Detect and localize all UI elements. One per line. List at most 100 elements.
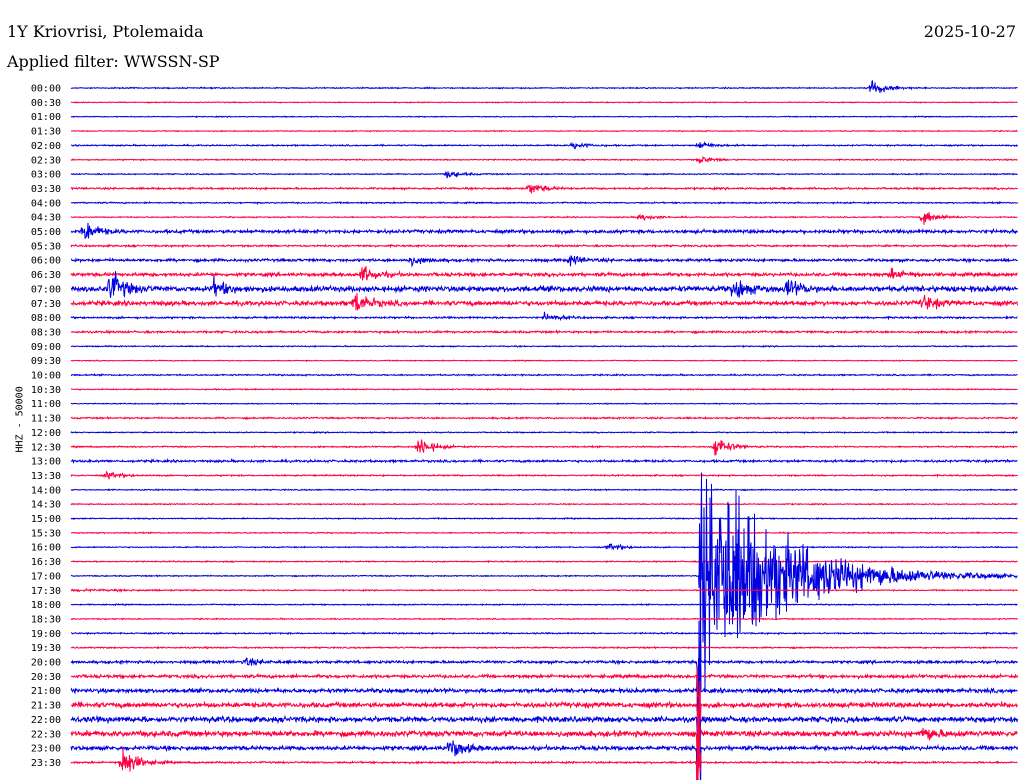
time-tick-0630: 06:30	[31, 270, 61, 281]
trace-row-1200	[70, 430, 1018, 435]
trace-row-0130	[71, 129, 1018, 133]
time-tick-1830: 18:30	[31, 614, 61, 625]
time-tick-0830: 08:30	[31, 327, 61, 338]
time-tick-0100: 01:00	[31, 112, 61, 123]
time-tick-0530: 05:30	[31, 241, 61, 252]
station-title: 1Y Kriovrisi, Ptolemaida	[7, 22, 204, 41]
trace-row-1030	[70, 387, 1018, 392]
trace-row-1300	[70, 457, 1018, 465]
time-tick-0000: 00:00	[31, 84, 61, 95]
trace-row-2130	[70, 667, 1018, 737]
trace-row-2100	[70, 620, 1018, 743]
trace-row-0800	[70, 311, 1018, 322]
time-tick-1400: 14:00	[31, 485, 61, 496]
trace-row-2230	[70, 710, 1018, 769]
time-tick-2130: 21:30	[31, 701, 61, 712]
trace-row-1330	[70, 471, 1018, 480]
trace-row-0200	[70, 141, 1018, 150]
trace-row-0530	[70, 243, 1018, 249]
time-tick-1930: 19:30	[31, 643, 61, 654]
time-tick-2330: 23:30	[31, 758, 61, 769]
time-tick-0500: 05:00	[31, 227, 61, 238]
trace-row-1530	[70, 531, 1018, 535]
time-tick-2100: 21:00	[31, 686, 61, 697]
trace-row-1630	[70, 559, 1018, 564]
trace-row-0930	[70, 359, 1018, 363]
trace-row-0000	[70, 80, 1018, 93]
trace-row-0630	[70, 266, 1018, 281]
trace-row-1830	[70, 617, 1018, 621]
time-tick-0230: 02:30	[31, 155, 61, 166]
time-tick-1030: 10:30	[31, 385, 61, 396]
time-tick-1500: 15:00	[31, 514, 61, 525]
trace-row-1400	[70, 488, 1018, 492]
time-tick-1330: 13:30	[31, 471, 61, 482]
time-tick-0030: 00:30	[31, 98, 61, 109]
time-tick-1100: 11:00	[31, 399, 61, 410]
trace-row-0300	[70, 171, 1018, 179]
date-label: 2025-10-27	[923, 22, 1016, 41]
trace-row-2330	[70, 694, 1018, 780]
trace-row-0500	[70, 222, 1018, 239]
time-tick-1600: 16:00	[31, 543, 61, 554]
time-tick-2300: 23:00	[31, 744, 61, 755]
time-tick-0700: 07:00	[31, 284, 61, 295]
time-tick-1800: 18:00	[31, 600, 61, 611]
time-tick-1200: 12:00	[31, 428, 61, 439]
time-tick-1530: 15:30	[31, 528, 61, 539]
trace-row-0830	[70, 329, 1018, 335]
trace-row-0230	[70, 155, 1018, 164]
time-tick-0430: 04:30	[31, 213, 61, 224]
trace-row-2200	[70, 697, 1018, 769]
time-tick-0330: 03:30	[31, 184, 61, 195]
trace-row-1700	[70, 472, 1018, 690]
time-tick-2030: 20:30	[31, 672, 61, 683]
trace-row-0600	[70, 255, 1018, 268]
time-tick-2230: 22:30	[31, 729, 61, 740]
trace-row-1100	[70, 402, 1018, 406]
trace-row-0400	[70, 200, 1018, 206]
time-tick-2200: 22:00	[31, 715, 61, 726]
trace-row-1800	[70, 602, 1018, 607]
trace-row-0730	[70, 292, 1018, 311]
time-tick-1700: 17:00	[31, 571, 61, 582]
trace-row-1900	[70, 631, 1018, 636]
time-tick-1630: 16:30	[31, 557, 61, 568]
time-tick-0300: 03:00	[31, 170, 61, 181]
time-tick-0800: 08:00	[31, 313, 61, 324]
filter-label: Applied filter: WWSSN-SP	[7, 52, 220, 71]
time-tick-1430: 14:30	[31, 500, 61, 511]
time-tick-labels: 00:00 00:30 01:00 01:30 02:00 02:30 03:00 03:30…	[31, 84, 61, 769]
time-tick-1000: 10:00	[31, 371, 61, 382]
time-tick-1730: 17:30	[31, 586, 61, 597]
time-tick-0900: 09:00	[31, 342, 61, 353]
trace-row-1000	[70, 372, 1018, 378]
time-tick-0600: 06:00	[31, 256, 61, 267]
trace-row-1730	[70, 587, 1018, 593]
trace-row-0900	[70, 344, 1018, 349]
trace-row-0100	[70, 115, 1018, 119]
time-tick-0730: 07:30	[31, 299, 61, 310]
trace-row-1930	[70, 645, 1018, 650]
seismic-traces	[70, 80, 1018, 780]
trace-row-0700	[70, 271, 1018, 299]
time-tick-0200: 02:00	[31, 141, 61, 152]
time-tick-1300: 13:00	[31, 457, 61, 468]
trace-row-2000	[70, 631, 1018, 699]
trace-row-1130	[70, 415, 1018, 421]
time-tick-1130: 11:30	[31, 414, 61, 425]
trace-row-1230	[70, 439, 1018, 456]
time-tick-1900: 19:00	[31, 629, 61, 640]
trace-row-2300	[70, 716, 1018, 780]
trace-row-0030	[70, 101, 1018, 104]
trace-row-0430	[70, 212, 1018, 225]
time-tick-0130: 01:30	[31, 127, 61, 138]
time-tick-1230: 12:30	[31, 442, 61, 453]
trace-row-2030	[70, 653, 1018, 720]
trace-row-1600	[70, 543, 1018, 551]
time-tick-0930: 09:30	[31, 356, 61, 367]
trace-row-0330	[70, 184, 1018, 194]
trace-row-1500	[70, 516, 1018, 521]
trace-row-1430	[70, 502, 1018, 506]
